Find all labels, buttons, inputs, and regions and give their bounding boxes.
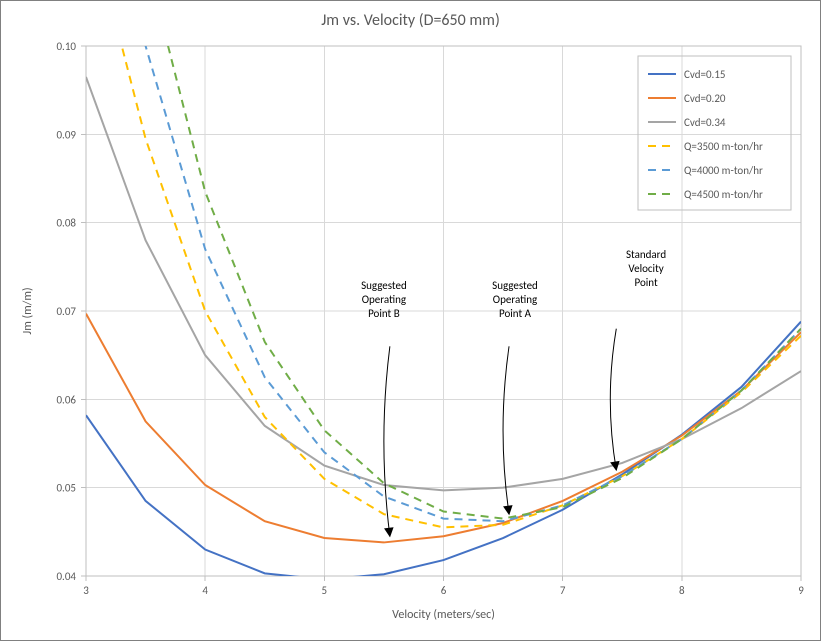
x-tick-label: 3 [83, 584, 89, 597]
annotation-point-b: SuggestedOperatingPoint B [361, 279, 407, 320]
annotation-arrowhead-point-a [504, 506, 512, 514]
chart-container: Jm vs. Velocity (D=650 mm) 34567890.040.… [0, 0, 821, 641]
x-tick-label: 7 [560, 584, 566, 597]
annotation-arrowhead-point-b [385, 528, 393, 536]
x-axis-label: Velocity (meters/sec) [392, 608, 495, 622]
chart-plot: 3 4 5 6 7 8 9 0.04 0.05 0.06 0.07 0.08 0.09 0.10 Veloc… [1, 1, 821, 642]
x-tick-label: 6 [441, 584, 447, 597]
legend-label: Q=4500 m-ton/hr [684, 188, 763, 201]
y-tick-label: 0.07 [56, 305, 76, 318]
y-tick-label: 0.08 [56, 217, 76, 230]
y-axis-label: Jm (m/m) [21, 287, 35, 334]
legend-label: Cvd=0.34 [684, 116, 726, 129]
legend-label: Cvd=0.15 [684, 68, 726, 81]
y-tick-label: 0.05 [56, 482, 76, 495]
legend-label: Q=4000 m-ton/hr [684, 164, 763, 177]
annotation-std-velocity: StandardVelocityPoint [626, 248, 666, 289]
y-tick-label: 0.10 [56, 40, 76, 53]
x-tick-label: 9 [798, 584, 804, 597]
y-tick-label: 0.06 [56, 393, 76, 406]
y-tick-label: 0.04 [56, 570, 76, 583]
annotation-arrow-point-b [384, 346, 390, 536]
annotation-point-a: SuggestedOperatingPoint A [492, 279, 538, 320]
y-tick-label: 0.09 [56, 128, 76, 141]
x-tick-label: 8 [679, 584, 685, 597]
x-tick-label: 5 [322, 584, 328, 597]
legend-label: Q=3500 m-ton/hr [684, 140, 763, 153]
annotation-arrow-point-a [503, 346, 509, 514]
legend-label: Cvd=0.20 [684, 92, 726, 105]
x-tick-label: 4 [202, 584, 208, 597]
